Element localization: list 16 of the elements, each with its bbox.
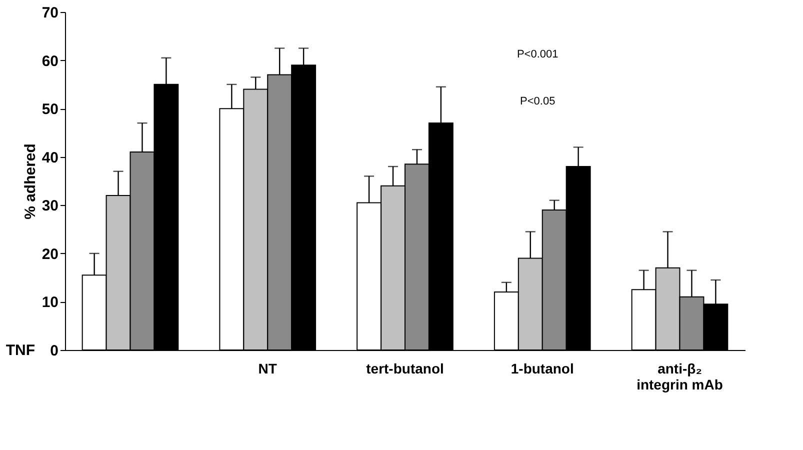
y-tick-label: 70	[42, 4, 58, 22]
y-tick-label: 10	[42, 294, 58, 312]
annotation: P<0.05	[520, 96, 556, 108]
x-tick-label: tert-butanol	[366, 360, 444, 376]
y-tick-label: 50	[42, 101, 58, 118]
annotation: P<0.001	[516, 48, 558, 60]
y-tick-label: 20	[42, 246, 58, 263]
x-tick-label: 1-butanol	[510, 360, 574, 376]
text: TNF	[6, 342, 35, 359]
y-axis-title: % adhered	[22, 144, 39, 220]
y-tick-label: 60	[42, 52, 58, 70]
y-tick-label: 40	[42, 149, 58, 166]
x-tick-label: anti-β₂ integrin mAb	[636, 360, 723, 392]
x-tick-label: NT	[258, 360, 278, 376]
y-tick-label: 0	[50, 342, 58, 360]
y-tick-label: 30	[42, 198, 58, 215]
